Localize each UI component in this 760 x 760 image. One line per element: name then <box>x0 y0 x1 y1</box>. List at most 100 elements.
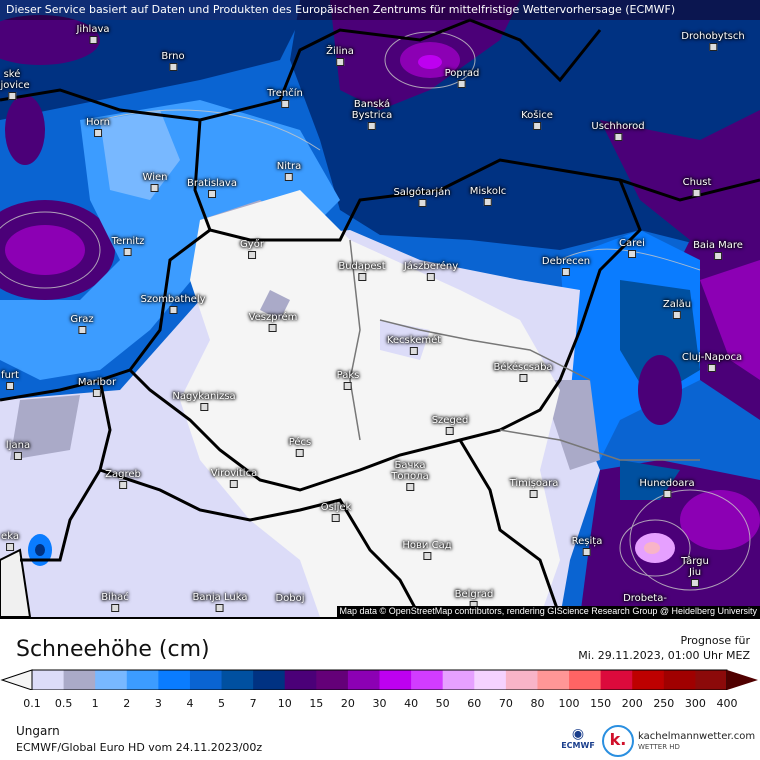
city-marker-icon <box>582 548 591 556</box>
legend-over-arrow <box>727 670 758 690</box>
city-name: Bratislava <box>187 178 237 189</box>
legend-tick-label: 20 <box>340 697 355 710</box>
city-label: Brno <box>161 51 185 71</box>
city-name: Cluj-Napoca <box>681 352 743 363</box>
forecast-label: Prognose für <box>680 634 751 647</box>
legend-tick-label: 0.1 <box>23 697 41 710</box>
city-marker-icon <box>215 604 224 612</box>
city-marker-icon <box>89 36 97 44</box>
city-label: Doboj <box>275 593 304 604</box>
city-label: Jiu <box>689 567 701 587</box>
city-label: Jászberény <box>404 261 458 281</box>
forecast-info: Prognose für Mi. 29.11.2023, 01:00 Uhr M… <box>578 633 750 663</box>
city-label: Timișoara <box>509 478 559 498</box>
city-name: Belgrad <box>454 589 494 600</box>
city-marker-icon <box>93 129 102 137</box>
city-name: Târgu <box>681 556 709 567</box>
city-label: Reșița <box>572 536 602 556</box>
city-marker-icon <box>280 100 289 108</box>
contour-lines <box>0 31 751 591</box>
city-name: Košice <box>521 110 553 121</box>
city-marker-icon <box>208 190 216 198</box>
city-marker-icon <box>344 382 352 390</box>
legend-tick-label: 7 <box>249 697 257 710</box>
city-marker-icon <box>295 449 304 457</box>
legend-swatch <box>411 670 444 690</box>
city-name: Miskolc <box>469 186 507 197</box>
legend-swatch <box>600 670 633 690</box>
legend-tick-label: 200 <box>621 697 643 710</box>
city-marker-icon <box>532 122 541 130</box>
city-name: Timișoara <box>509 478 559 489</box>
region-name: Ungarn <box>16 724 60 738</box>
city-marker-icon <box>457 80 466 88</box>
city-name: Hunedoara <box>639 478 695 489</box>
kachelmann-k-icon: k. <box>602 725 634 757</box>
legend-swatch <box>158 670 191 690</box>
city-marker-icon <box>119 481 127 489</box>
legend-tick-label: 5 <box>218 697 226 710</box>
city-marker-icon <box>78 326 86 334</box>
city-marker-icon <box>358 273 366 281</box>
city-name: Poprad <box>444 68 480 79</box>
city-marker-icon <box>427 273 435 281</box>
legend-swatch <box>347 670 380 690</box>
city-label: Poprad <box>444 68 480 88</box>
city-label: Budapest <box>338 261 386 281</box>
city-label: Drohobytsch <box>681 31 745 51</box>
city-name: Maribor <box>77 377 117 388</box>
city-marker-icon <box>168 306 177 314</box>
city-marker-icon <box>614 133 622 141</box>
city-name: Trenčín <box>267 88 303 99</box>
field-purple-west-n <box>5 95 45 165</box>
city-label: Jihlava <box>76 24 110 44</box>
snow-depth-map[interactable]: Dieser Service basiert auf Daten und Pro… <box>0 0 760 619</box>
city-name: Carei <box>619 238 645 249</box>
city-marker-icon <box>663 490 671 498</box>
city-label: Debrecen <box>542 256 590 276</box>
field-grey-center <box>260 290 290 320</box>
city-marker-icon <box>628 250 636 258</box>
city-name: Zalău <box>662 299 692 310</box>
city-label: Kecskemét <box>387 335 441 355</box>
city-name: Uschhorod <box>591 121 645 132</box>
field-violet-se <box>680 490 760 550</box>
forecast-time: Mi. 29.11.2023, 01:00 Uhr MEZ <box>578 649 750 662</box>
city-label: Békéscsaba <box>493 362 553 382</box>
field-navy-coast <box>35 544 45 556</box>
city-name: Veszprém <box>248 312 298 323</box>
city-name: Graz <box>70 314 94 325</box>
city-label: ějovice <box>0 80 30 100</box>
legend-tick-label: 3 <box>154 697 162 710</box>
city-name: Salgótarján <box>393 187 451 198</box>
city-marker-icon <box>409 347 418 355</box>
city-name: Banja Luka <box>192 592 248 603</box>
city-name: Бачка <box>394 460 426 471</box>
city-name: Virovitica <box>210 468 258 479</box>
ecmwf-emblem-icon: ◉ <box>571 726 585 742</box>
city-name: Horn <box>86 117 110 128</box>
city-name: Jihlava <box>76 24 110 35</box>
city-marker-icon <box>110 604 119 612</box>
city-name: Osijek <box>320 502 352 513</box>
city-label: Banja Luka <box>192 592 248 612</box>
field-paleblue <box>100 110 180 200</box>
legend-tick-label: 10 <box>277 697 292 710</box>
city-name: Drohobytsch <box>681 31 745 42</box>
city-name: Žilina <box>326 46 354 57</box>
city-marker-icon <box>519 374 527 382</box>
city-label: Bihać <box>101 592 129 612</box>
city-marker-icon <box>368 122 376 130</box>
ecmwf-logo: ◉ ECMWF <box>560 727 596 750</box>
city-marker-icon <box>151 184 159 192</box>
city-marker-icon <box>692 189 701 197</box>
legend-swatch <box>569 670 602 690</box>
color-scale-bar <box>0 669 758 690</box>
city-name: Ternitz <box>111 236 145 247</box>
city-name: Jiu <box>688 567 702 578</box>
city-marker-icon <box>483 198 492 206</box>
city-name: Szeged <box>431 415 469 426</box>
city-marker-icon <box>561 268 570 276</box>
city-marker-icon <box>8 92 16 100</box>
legend-under-arrow <box>0 669 33 690</box>
